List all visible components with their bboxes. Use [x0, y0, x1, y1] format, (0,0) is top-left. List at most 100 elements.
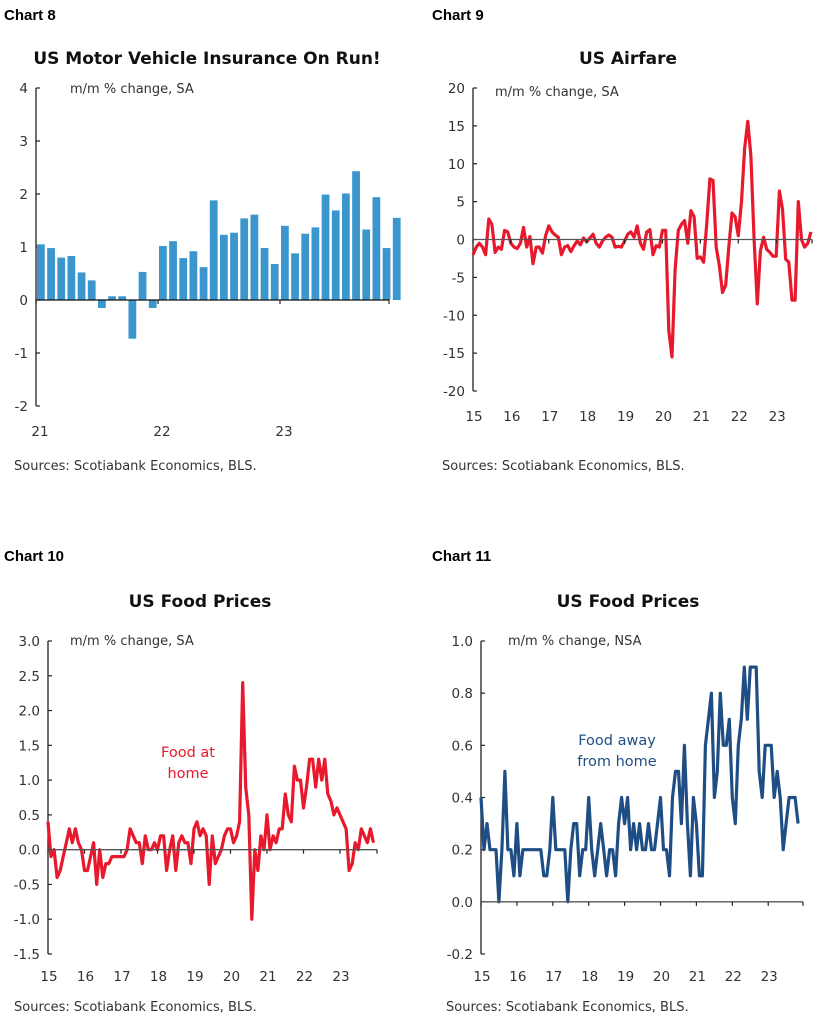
- bar: [321, 194, 330, 300]
- bar: [209, 200, 218, 300]
- y-tick-label: 0.0: [452, 895, 473, 911]
- x-tick-label: 21: [259, 969, 276, 985]
- bar: [199, 267, 208, 300]
- bar: [77, 272, 86, 300]
- bar: [47, 248, 55, 300]
- x-tick-label: 22: [725, 969, 742, 985]
- x-tick-label: 22: [296, 969, 313, 985]
- x-tick-label: 23: [332, 969, 349, 985]
- bar: [138, 271, 147, 300]
- y-tick-label: 4: [19, 81, 28, 97]
- bar: [281, 225, 289, 300]
- y-tick-label: -10: [443, 308, 465, 324]
- y-tick-label: 0: [456, 233, 465, 249]
- y-tick-label: 1.5: [19, 738, 40, 754]
- y-axis-unit-label: m/m % change, SA: [70, 82, 194, 97]
- bar: [159, 245, 167, 300]
- y-tick-label: -1: [15, 346, 28, 362]
- bar: [240, 218, 249, 300]
- x-tick-label: 22: [731, 409, 748, 425]
- y-tick-label: 0.2: [452, 843, 473, 859]
- y-tick-label: -20: [443, 384, 465, 400]
- x-tick-label: 23: [275, 424, 292, 440]
- bar: [230, 232, 238, 300]
- series-line: [479, 665, 800, 904]
- y-tick-label: -15: [443, 346, 465, 362]
- x-tick-label: 21: [31, 424, 48, 440]
- bar: [260, 248, 269, 300]
- y-tick-label: -1.0: [14, 912, 40, 928]
- bar: [392, 217, 401, 300]
- x-tick-label: 15: [473, 969, 490, 985]
- y-tick-label: 2.5: [19, 669, 40, 685]
- bar: [37, 244, 45, 300]
- y-tick-label: 3.0: [19, 634, 40, 650]
- x-tick-label: 17: [113, 969, 130, 985]
- y-tick-label: 3: [19, 134, 28, 150]
- bar: [352, 171, 360, 300]
- source-note: Sources: Scotiabank Economics, BLS.: [446, 1000, 689, 1015]
- x-tick-label: 18: [150, 969, 167, 985]
- bar: [169, 241, 177, 300]
- series-line: [46, 681, 376, 921]
- y-tick-label: 0.8: [452, 686, 473, 702]
- bar: [362, 229, 371, 300]
- bar: [87, 280, 96, 300]
- bar: [128, 300, 137, 339]
- y-tick-label: 1.0: [19, 773, 40, 789]
- bar: [179, 258, 188, 300]
- y-tick-label: 0.5: [19, 808, 40, 824]
- y-tick-label: 0.0: [19, 843, 40, 859]
- bar: [220, 234, 228, 300]
- y-tick-label: 0.4: [452, 791, 473, 807]
- x-tick-label: 18: [581, 969, 598, 985]
- series-annotation: Food away: [578, 733, 656, 749]
- y-tick-label: -1.5: [14, 947, 40, 963]
- bar: [342, 193, 350, 300]
- bar: [331, 210, 340, 300]
- series-annotation: home: [167, 766, 208, 782]
- bar: [291, 253, 299, 300]
- x-tick-label: 15: [465, 409, 482, 425]
- x-tick-label: 21: [693, 409, 710, 425]
- y-tick-label: 15: [448, 119, 465, 135]
- x-tick-label: 15: [40, 969, 57, 985]
- y-tick-label: 2.0: [19, 704, 40, 720]
- chart-title: US Motor Vehicle Insurance On Run!: [33, 49, 380, 69]
- y-axis-unit-label: m/m % change, SA: [495, 85, 619, 100]
- series-line: [471, 119, 813, 359]
- y-tick-label: 5: [456, 195, 465, 211]
- chart-number: Chart 9: [432, 7, 484, 24]
- bar: [382, 248, 391, 300]
- source-note: Sources: Scotiabank Economics, BLS.: [14, 1000, 257, 1015]
- x-tick-label: 23: [761, 969, 778, 985]
- y-tick-label: 20: [448, 81, 465, 97]
- bar: [189, 251, 198, 300]
- chart-number: Chart 11: [432, 548, 491, 565]
- x-tick-label: 19: [186, 969, 203, 985]
- x-tick-label: 17: [541, 409, 558, 425]
- y-tick-label: -2: [15, 399, 28, 415]
- chart-title: US Food Prices: [129, 592, 272, 612]
- series-annotation: Food at: [161, 745, 215, 761]
- bar: [57, 257, 66, 300]
- y-tick-label: 1.0: [452, 634, 473, 650]
- series-annotation: from home: [577, 754, 657, 770]
- x-tick-label: 19: [617, 409, 634, 425]
- y-tick-label: 1: [19, 240, 28, 256]
- x-tick-label: 16: [77, 969, 94, 985]
- x-tick-label: 16: [503, 409, 520, 425]
- bar: [250, 214, 259, 300]
- chart-number: Chart 10: [4, 548, 64, 565]
- y-tick-label: -5: [452, 270, 465, 286]
- chart-title: US Food Prices: [557, 592, 700, 612]
- source-note: Sources: Scotiabank Economics, BLS.: [442, 459, 685, 474]
- y-tick-label: 0.6: [452, 738, 473, 754]
- y-tick-label: 0: [19, 293, 28, 309]
- y-tick-label: -0.2: [447, 947, 473, 963]
- y-tick-label: -0.5: [14, 877, 40, 893]
- bar: [108, 296, 116, 300]
- x-tick-label: 22: [153, 424, 170, 440]
- source-note: Sources: Scotiabank Economics, BLS.: [14, 459, 257, 474]
